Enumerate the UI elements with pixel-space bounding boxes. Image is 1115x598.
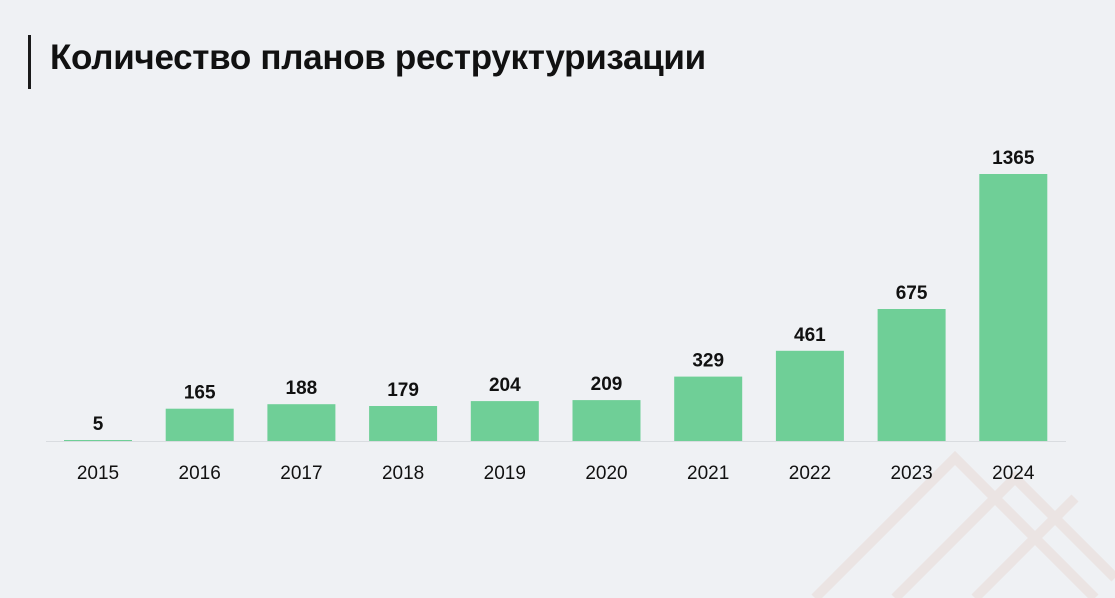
value-label-2016: 165 <box>184 383 216 404</box>
bar-2022 <box>775 350 844 441</box>
x-tick-label-2024: 2024 <box>992 463 1035 484</box>
bar-2016 <box>165 408 234 441</box>
chart-title: Количество планов реструктуризации <box>50 38 706 77</box>
value-label-2023: 675 <box>896 283 928 304</box>
x-tick-label-2018: 2018 <box>382 463 424 484</box>
x-tick-label-2015: 2015 <box>77 463 119 484</box>
background-decoration <box>811 450 1115 598</box>
value-label-2020: 209 <box>591 374 623 395</box>
value-label-2015: 5 <box>93 414 104 435</box>
title-accent-bar <box>28 35 31 89</box>
value-label-2021: 329 <box>692 351 724 372</box>
bar-2018 <box>369 406 438 441</box>
value-label-2017: 188 <box>286 378 318 399</box>
x-tick-label-2017: 2017 <box>280 463 322 484</box>
x-tick-label-2019: 2019 <box>484 463 526 484</box>
x-tick-label-2016: 2016 <box>179 463 221 484</box>
x-tick-label-2021: 2021 <box>687 463 729 484</box>
value-label-2018: 179 <box>387 380 419 401</box>
value-label-2022: 461 <box>794 325 826 346</box>
bar-2024 <box>979 174 1048 441</box>
bar-2020 <box>572 400 641 441</box>
value-label-2019: 204 <box>489 375 521 396</box>
bar-2019 <box>470 401 539 441</box>
value-label-2024: 1365 <box>992 148 1035 169</box>
x-tick-label-2020: 2020 <box>585 463 627 484</box>
bar-2017 <box>267 404 336 441</box>
bar-2015 <box>64 440 132 441</box>
x-tick-label-2023: 2023 <box>890 463 932 484</box>
x-tick-label-2022: 2022 <box>789 463 831 484</box>
bar-2021 <box>674 376 743 441</box>
bar-2023 <box>877 309 946 441</box>
